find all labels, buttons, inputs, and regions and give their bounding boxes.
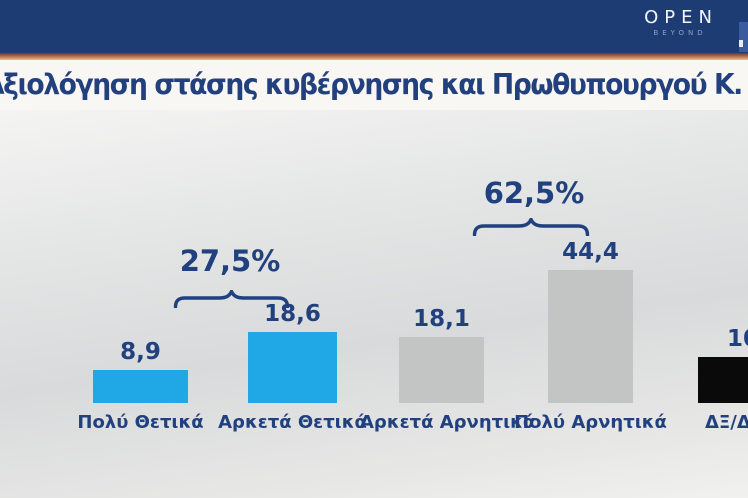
bar-rect-dkda <box>698 357 748 403</box>
bar-rect-poli-thetika <box>93 370 188 403</box>
bar-value-arketa-thetika: 18,6 <box>264 301 321 327</box>
corner-logo-partial <box>739 22 748 52</box>
accent-divider <box>0 53 748 60</box>
corner-logo-mark-icon <box>739 40 743 47</box>
group-label-negative: 62,5% <box>483 176 585 210</box>
bar-rect-arketa-thetika <box>248 332 337 403</box>
bar-value-poli-arnitika: 44,4 <box>562 239 619 265</box>
bar-chart-canvas: 27,5% 62,5% 8,9 18,6 18,1 44,4 10 Πολύ Θ… <box>0 110 748 498</box>
brace-icon-negative <box>472 218 590 236</box>
channel-header: OPEN BEYOND <box>0 0 748 53</box>
group-label-positive: 27,5% <box>179 244 281 278</box>
bar-category-dkda: ΔΞ/ΔΑ <box>705 412 748 433</box>
bar-value-dkda: 10 <box>727 326 748 352</box>
bar-category-poli-thetika: Πολύ Θετικά <box>77 412 204 433</box>
title-band: Αξιολόγηση στάσης κυβέρνησης και Πρωθυπο… <box>0 60 748 111</box>
open-channel-logo: OPEN BEYOND <box>638 7 718 38</box>
bar-category-arketa-thetika: Αρκετά Θετικά <box>218 412 367 433</box>
bar-rect-arketa-arnitika <box>399 337 484 403</box>
open-logo-text: OPEN <box>644 7 718 28</box>
bar-value-poli-thetika: 8,9 <box>120 339 161 365</box>
open-logo-subtext: BEYOND <box>653 29 707 37</box>
bar-category-poli-arnitika: Πολύ Αρνητικά <box>514 412 667 433</box>
bar-category-arketa-arnitika: Αρκετά Αρνητικά <box>360 412 536 433</box>
page-title: Αξιολόγηση στάσης κυβέρνησης και Πρωθυπο… <box>0 68 748 101</box>
bar-value-arketa-arnitika: 18,1 <box>413 306 470 332</box>
brace-icon-positive <box>173 290 290 308</box>
bar-rect-poli-arnitika <box>548 270 633 403</box>
